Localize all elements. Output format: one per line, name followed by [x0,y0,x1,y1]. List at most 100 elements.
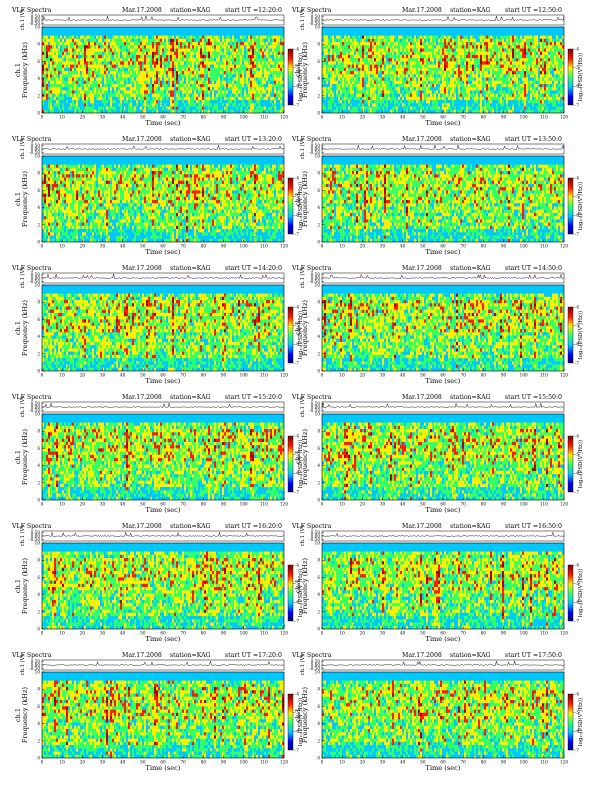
time-tick-label: 20 [80,244,86,249]
colorbar [288,178,293,234]
freq-tick-label: 2 [37,93,40,98]
spectrogram-image [322,285,564,371]
time-tick-label: 30 [100,760,106,765]
colorbar-tick-label: -7 [575,618,579,623]
channel-tag: ch.1 [294,321,302,335]
time-tick-label: 110 [260,760,268,765]
time-axis-label: Time (sec) [146,119,181,127]
freq-tick-label: 2 [37,222,40,227]
time-tick-label: 0 [321,631,324,636]
channel-tag: ch.1 [14,450,22,464]
panel-station: station=KAG [170,652,211,659]
colorbar-tick-label: -4 [575,304,579,309]
time-tick-label: 110 [540,244,548,249]
time-tick-label: 90 [221,502,227,507]
time-tick-label: 100 [240,631,248,636]
panel-start-ut: start UT =14:50:0 [505,265,562,272]
time-tick-label: 10 [59,631,65,636]
time-tick-label: 70 [180,244,186,249]
colorbar [288,307,293,363]
time-tick-label: 80 [481,244,487,249]
freq-axis-label: Frequency (kHz) [301,687,309,744]
colorbar-tick-label: -4 [575,562,579,567]
freq-tick-label: 6 [317,188,320,193]
time-tick-label: 30 [380,115,386,120]
freq-tick-label: 8 [37,687,40,692]
time-tick-label: 10 [59,760,65,765]
freq-tick-label: 6 [317,317,320,322]
time-tick-label: 120 [560,631,568,636]
colorbar-tick-label: -7 [575,747,579,752]
panel-start-ut: start UT =13:50:0 [505,136,562,143]
time-tick-label: 110 [260,115,268,120]
colorbar-tick-label: -7 [295,360,299,365]
freq-axis-label: Frequency (kHz) [301,429,309,486]
panel-date: Mar.17.2008 [402,265,442,272]
freq-tick-label: 10 [315,670,321,675]
time-tick-label: 10 [59,373,65,378]
time-tick-label: 0 [321,373,324,378]
time-tick-label: 10 [339,244,345,249]
colorbar [288,49,293,105]
spectrogram-image [42,285,284,371]
freq-tick-label: 10 [35,412,41,417]
colorbar [568,694,573,750]
time-tick-label: 100 [520,244,528,249]
time-tick-label: 20 [360,760,366,765]
freq-tick-label: 4 [317,205,320,210]
freq-axis-label: Frequency (kHz) [301,171,309,228]
time-tick-label: 70 [180,760,186,765]
panel-date: Mar.17.2008 [122,265,162,272]
colorbar-tick-label: -4 [295,46,299,51]
time-tick-label: 30 [100,631,106,636]
time-tick-label: 30 [100,244,106,249]
colorbar-tick-label: -4 [295,691,299,696]
freq-tick-label: 6 [37,704,40,709]
panel-station: station=KAG [450,523,491,530]
time-tick-label: 100 [240,760,248,765]
time-tick-label: 20 [360,115,366,120]
channel-tag: ch.1 [14,192,22,206]
time-tick-label: 70 [460,115,466,120]
freq-tick-label: 8 [37,300,40,305]
time-tick-label: 90 [501,244,507,249]
time-tick-label: 40 [400,373,406,378]
colorbar-tick-label: -7 [575,102,579,107]
time-tick-label: 80 [201,760,207,765]
freq-tick-label: 10 [35,154,41,159]
time-tick-label: 120 [280,373,288,378]
colorbar [288,694,293,750]
time-axis-label: Time (sec) [426,635,461,643]
time-tick-label: 80 [481,760,487,765]
time-tick-label: 20 [360,631,366,636]
colorbar [568,436,573,492]
time-tick-label: 20 [360,502,366,507]
panel-start-ut: start UT =16:50:0 [505,523,562,530]
time-tick-label: 120 [280,244,288,249]
time-tick-label: 110 [540,631,548,636]
panel-station: station=KAG [450,136,491,143]
panel-date: Mar.17.2008 [402,394,442,401]
freq-tick-label: 2 [317,93,320,98]
colorbar-tick-label: -7 [295,231,299,236]
time-tick-label: 40 [120,502,126,507]
freq-tick-label: 2 [317,222,320,227]
freq-tick-label: 8 [37,171,40,176]
ch-axis-label: ch.1 (V) [299,397,306,418]
colorbar-label: log₁₀(PSD(V²/Hz)) [577,182,584,230]
panel-station: station=KAG [170,7,211,14]
freq-tick-label: 6 [37,575,40,580]
colorbar-tick-label: -7 [295,489,299,494]
time-tick-label: 20 [360,373,366,378]
colorbar [568,178,573,234]
time-tick-label: 120 [280,502,288,507]
time-tick-label: 70 [460,373,466,378]
time-tick-label: 100 [240,373,248,378]
colorbar-tick-label: -4 [295,562,299,567]
time-tick-label: 20 [80,631,86,636]
time-tick-label: 0 [41,244,44,249]
